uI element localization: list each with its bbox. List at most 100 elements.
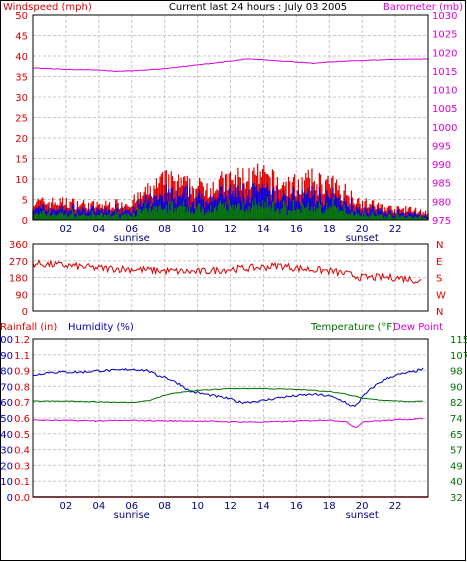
- temperature-tick-label: 40: [450, 477, 463, 488]
- humidity-tick-label: 20: [0, 461, 13, 472]
- panel1-hour-tick-label: 04: [92, 224, 105, 235]
- panel3-sunrise-label: sunrise: [114, 510, 150, 521]
- panel1-hour-tick-label: 22: [389, 224, 402, 235]
- panel1-border: [32, 14, 429, 221]
- compass-label: N: [436, 240, 443, 251]
- panel1-hour-tick-label: 14: [257, 224, 270, 235]
- rainfall-tick-label: 0.9: [14, 367, 30, 378]
- humidity-tick-label: 70: [0, 382, 13, 393]
- panel1-hour-tick-label: 06: [125, 224, 138, 235]
- temperature-tick-label: 32: [450, 493, 463, 504]
- grid-layer: [33, 14, 428, 497]
- panel3-hour-tick-label: 04: [92, 501, 105, 512]
- rainfall-tick-label: 0.8: [14, 382, 30, 393]
- rainfall-tick-label: 0.4: [14, 446, 30, 457]
- panel1-hour-tick-label: 02: [60, 224, 73, 235]
- panel3-hour-tick-label: 06: [125, 501, 138, 512]
- panel3-border: [32, 338, 429, 498]
- panel3-hour-tick-label: 02: [60, 501, 73, 512]
- windspeed-tick-label: 25: [15, 114, 28, 125]
- temperature-line: [33, 387, 424, 404]
- humidity-tick-label: 40: [0, 430, 13, 441]
- rainfall-label: Rainfall (in): [0, 322, 57, 333]
- rainfall-tick-label: 0.7: [14, 398, 30, 409]
- barometer-tick-label: 1015: [432, 67, 457, 78]
- temperature-tick-label: 98: [450, 367, 463, 378]
- windspeed-tick-label: 35: [15, 73, 28, 84]
- panel3-hour-tick-label: 20: [356, 501, 369, 512]
- panel3-hour-tick-label: 18: [323, 501, 336, 512]
- barometer-line: [32, 58, 429, 72]
- windspeed-tick-label: 0: [22, 216, 28, 227]
- barometer-tick-label: 1030: [432, 11, 457, 22]
- panel1-hour-tick-label: 18: [323, 224, 336, 235]
- panel3-sunset-label: sunset: [346, 510, 379, 521]
- temperature-tick-label: 82: [450, 398, 463, 409]
- panel2-border: [32, 243, 429, 312]
- direction-tick-label: 360: [9, 240, 28, 251]
- compass-label: W: [436, 290, 446, 301]
- axes-layer: 0510152025303540455097598098599099510001…: [0, 11, 467, 521]
- temperature-tick-label: 65: [450, 430, 463, 441]
- panel3-hour-tick-label: 16: [290, 501, 303, 512]
- barometer-tick-label: 1025: [432, 30, 457, 41]
- panel1-sunrise-label: sunrise: [114, 233, 150, 244]
- windspeed-tick-label: 15: [15, 155, 28, 166]
- barometer-tick-label: 1000: [432, 123, 457, 134]
- barometer-header: Barometer (mb): [383, 2, 463, 13]
- wind-direction-line: [32, 258, 422, 285]
- rainfall-tick-label: 1.2: [14, 335, 30, 346]
- temperature-label: Temperature (°F): [310, 322, 396, 333]
- windspeed-tick-label: 45: [15, 32, 28, 43]
- rainfall-tick-label: 0.5: [14, 430, 30, 441]
- rainfall-tick-label: 0.1: [14, 477, 30, 488]
- compass-label: S: [436, 274, 442, 285]
- humidity-tick-label: 100: [0, 335, 13, 346]
- panel1-hour-tick-label: 16: [290, 224, 303, 235]
- humidity-tick-label: 0: [7, 493, 13, 504]
- panel1-hour-tick-label: 08: [158, 224, 171, 235]
- humidity-tick-label: 30: [0, 446, 13, 457]
- temperature-tick-label: 107: [450, 351, 467, 362]
- barometer-tick-label: 980: [432, 197, 451, 208]
- panel1-sunset-label: sunset: [346, 233, 379, 244]
- humidity-tick-label: 60: [0, 398, 13, 409]
- windspeed-tick-label: 10: [15, 175, 28, 186]
- panel3-hour-tick-label: 22: [389, 501, 402, 512]
- panel3-hour-tick-label: 12: [224, 501, 237, 512]
- barometer-tick-label: 995: [432, 141, 451, 152]
- temperature-tick-label: 57: [450, 446, 463, 457]
- rainfall-tick-label: 0.0: [14, 493, 30, 504]
- direction-tick-label: 270: [9, 257, 28, 268]
- windspeed-header: Windspeed (mph): [3, 2, 92, 13]
- windspeed-tick-label: 40: [15, 52, 28, 63]
- temperature-tick-label: 115: [450, 335, 467, 346]
- rainfall-tick-label: 1.1: [14, 351, 30, 362]
- panel3-hour-tick-label: 08: [158, 501, 171, 512]
- windspeed-tick-label: 20: [15, 134, 28, 145]
- compass-label: N: [436, 307, 443, 318]
- humidity-tick-label: 80: [0, 367, 13, 378]
- panel3-hour-tick-label: 14: [257, 501, 270, 512]
- barometer-tick-label: 1005: [432, 104, 457, 115]
- panel1-hour-tick-label: 12: [224, 224, 237, 235]
- panel3-hour-tick-label: 10: [191, 501, 204, 512]
- direction-tick-label: 0: [22, 307, 28, 318]
- data-layer: [32, 58, 429, 498]
- humidity-label: Humidity (%): [68, 322, 134, 333]
- humidity-tick-label: 50: [0, 414, 13, 425]
- temperature-tick-label: 49: [450, 461, 463, 472]
- temperature-tick-label: 90: [450, 382, 463, 393]
- dewpoint-line: [32, 417, 424, 428]
- compass-label: E: [436, 257, 442, 268]
- humidity-tick-label: 10: [0, 477, 13, 488]
- rainfall-tick-label: 0.3: [14, 461, 30, 472]
- panel1-hour-tick-label: 20: [356, 224, 369, 235]
- windspeed-tick-label: 5: [22, 196, 28, 207]
- chart-title: Current last 24 hours : July 03 2005: [169, 2, 347, 13]
- panel1-hour-tick-label: 10: [191, 224, 204, 235]
- dewpoint-label: Dew Point: [393, 322, 443, 333]
- direction-tick-label: 90: [15, 290, 28, 301]
